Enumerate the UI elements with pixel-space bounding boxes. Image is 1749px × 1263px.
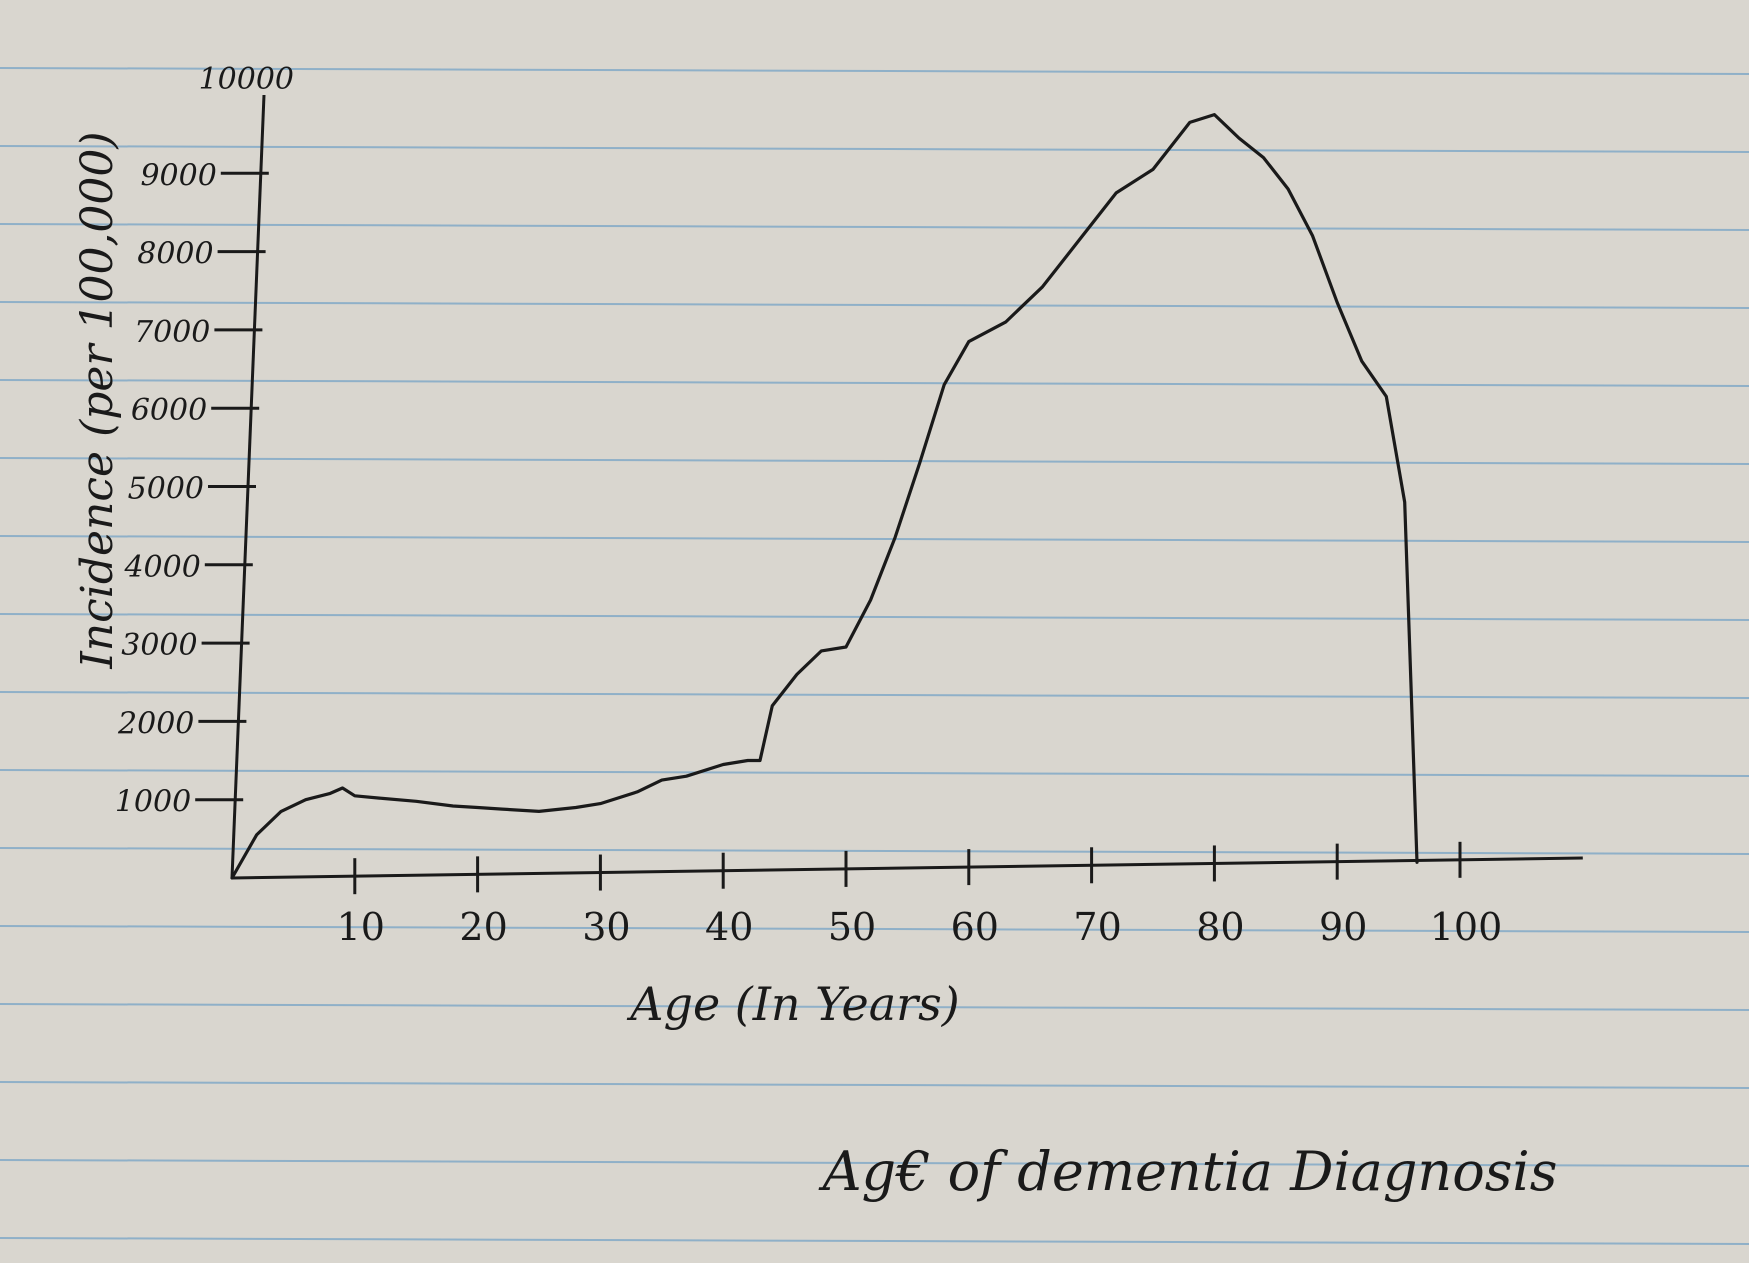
y-tick-label: 10000 [199,62,294,97]
x-tick-label: 10 [337,905,385,949]
y-tick-label: 8000 [137,237,213,272]
x-tick-label: 80 [1196,905,1244,949]
x-tick-label: 20 [459,905,507,949]
x-tick-label: 50 [828,905,876,949]
y-tick-label: 1000 [115,785,191,820]
y-tick-label: 3000 [121,628,197,663]
hand-drawn-line-chart: 10 20 30 40 50 60 70 80 90 100 1000 2000 3000 4000 50… [72,62,1583,1203]
x-axis-line [231,856,1583,880]
ruled-line [0,1237,1749,1245]
incidence-curve [230,113,1419,880]
x-tick-label: 90 [1319,905,1367,949]
ruled-line [0,67,1749,75]
ruled-line [0,847,1749,855]
x-tick-label: 100 [1430,905,1503,949]
y-tick-label: 7000 [134,315,210,350]
y-tick-label: 5000 [128,472,204,507]
y-axis-ticks: 1000 2000 3000 4000 5000 6000 7000 8000 9000 1000… [115,62,294,820]
ruled-line [0,301,1749,309]
ruled-line [0,769,1749,777]
ruled-line [0,613,1749,621]
y-tick-label: 9000 [140,158,216,193]
ruled-line [0,223,1749,231]
y-tick-label: 6000 [131,393,207,428]
y-tick-label: 4000 [123,550,200,585]
ruled-line [0,925,1749,933]
ruled-line [0,1159,1749,1167]
y-axis-label: Incidence (per 100,000) [72,131,123,669]
ruled-line [0,535,1749,543]
x-axis-label: Age (In Years) [626,977,959,1031]
x-tick-label: 40 [705,905,753,949]
x-tick-label: 70 [1073,905,1121,949]
chart-title: Ag€ of dementia Diagnosis [818,1140,1558,1203]
ruled-line [0,145,1749,153]
ruled-line [0,1081,1749,1089]
x-tick-label: 60 [951,905,999,949]
ruled-line [0,691,1749,699]
ruled-line [0,457,1749,465]
ruled-line [0,379,1749,387]
x-tick-label: 30 [582,905,630,949]
ruled-line [0,1003,1749,1011]
ruled-lines [0,67,1749,1245]
y-tick-label: 2000 [117,706,194,741]
x-axis-ticks: 10 20 30 40 50 60 70 80 90 100 [337,841,1503,949]
